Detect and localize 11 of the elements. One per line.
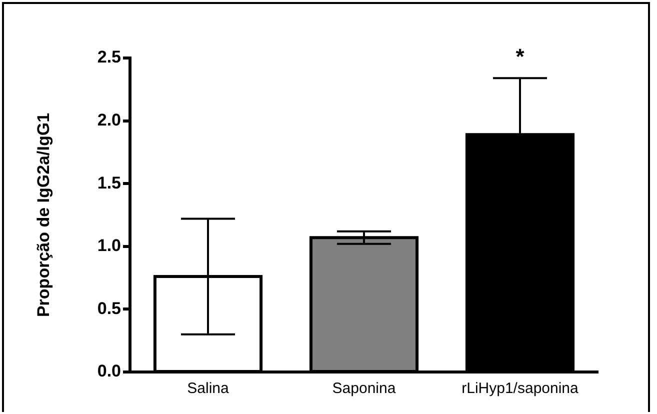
y-tick-label: 2.5: [97, 48, 121, 67]
annotation: *: [516, 44, 525, 70]
y-tick-label: 1.0: [97, 236, 121, 256]
y-tick-label: 0.0: [97, 362, 121, 381]
x-tick-label: Salina: [187, 380, 230, 398]
y-tick-label: 1.5: [97, 173, 121, 192]
x-tick-label: Saponina: [332, 380, 396, 398]
y-tick-label: 2.0: [97, 110, 121, 130]
y-tick-label: 0.5: [97, 298, 121, 318]
x-tick-label: rLiHyp1/saponina: [462, 380, 580, 398]
y-axis-title: Proporção de IgG2a/IgG1: [34, 112, 53, 318]
